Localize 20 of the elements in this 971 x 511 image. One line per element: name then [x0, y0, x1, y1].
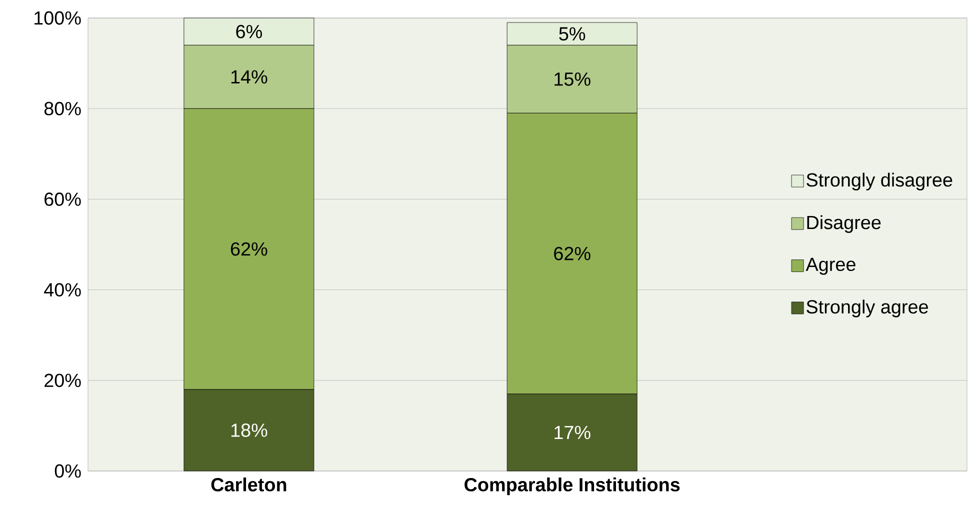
- legend-label: Agree: [806, 258, 856, 275]
- legend-label: Disagree: [807, 215, 881, 233]
- y-tick-label: 20%: [44, 374, 81, 388]
- y-tick-label: 80%: [44, 102, 81, 116]
- data-label: 15%: [554, 72, 590, 86]
- x-tick-label: Carleton: [211, 478, 286, 492]
- data-label: 62%: [230, 242, 268, 256]
- y-tick-label: 60%: [44, 192, 81, 206]
- data-label: 18%: [231, 424, 268, 437]
- x-tick-label: Comparable Institutions: [464, 478, 680, 496]
- legend-label: Strongly agree: [806, 300, 928, 318]
- legend-label: Strongly disagree: [806, 172, 952, 190]
- data-label: 14%: [231, 70, 268, 84]
- data-label: 17%: [554, 426, 590, 440]
- y-tick-label: 100%: [34, 11, 81, 25]
- data-label: 6%: [236, 24, 262, 38]
- y-tick-label: 0%: [54, 464, 81, 478]
- data-label: 5%: [559, 27, 586, 41]
- y-tick-label: 40%: [44, 283, 81, 296]
- data-label: 62%: [554, 246, 590, 260]
